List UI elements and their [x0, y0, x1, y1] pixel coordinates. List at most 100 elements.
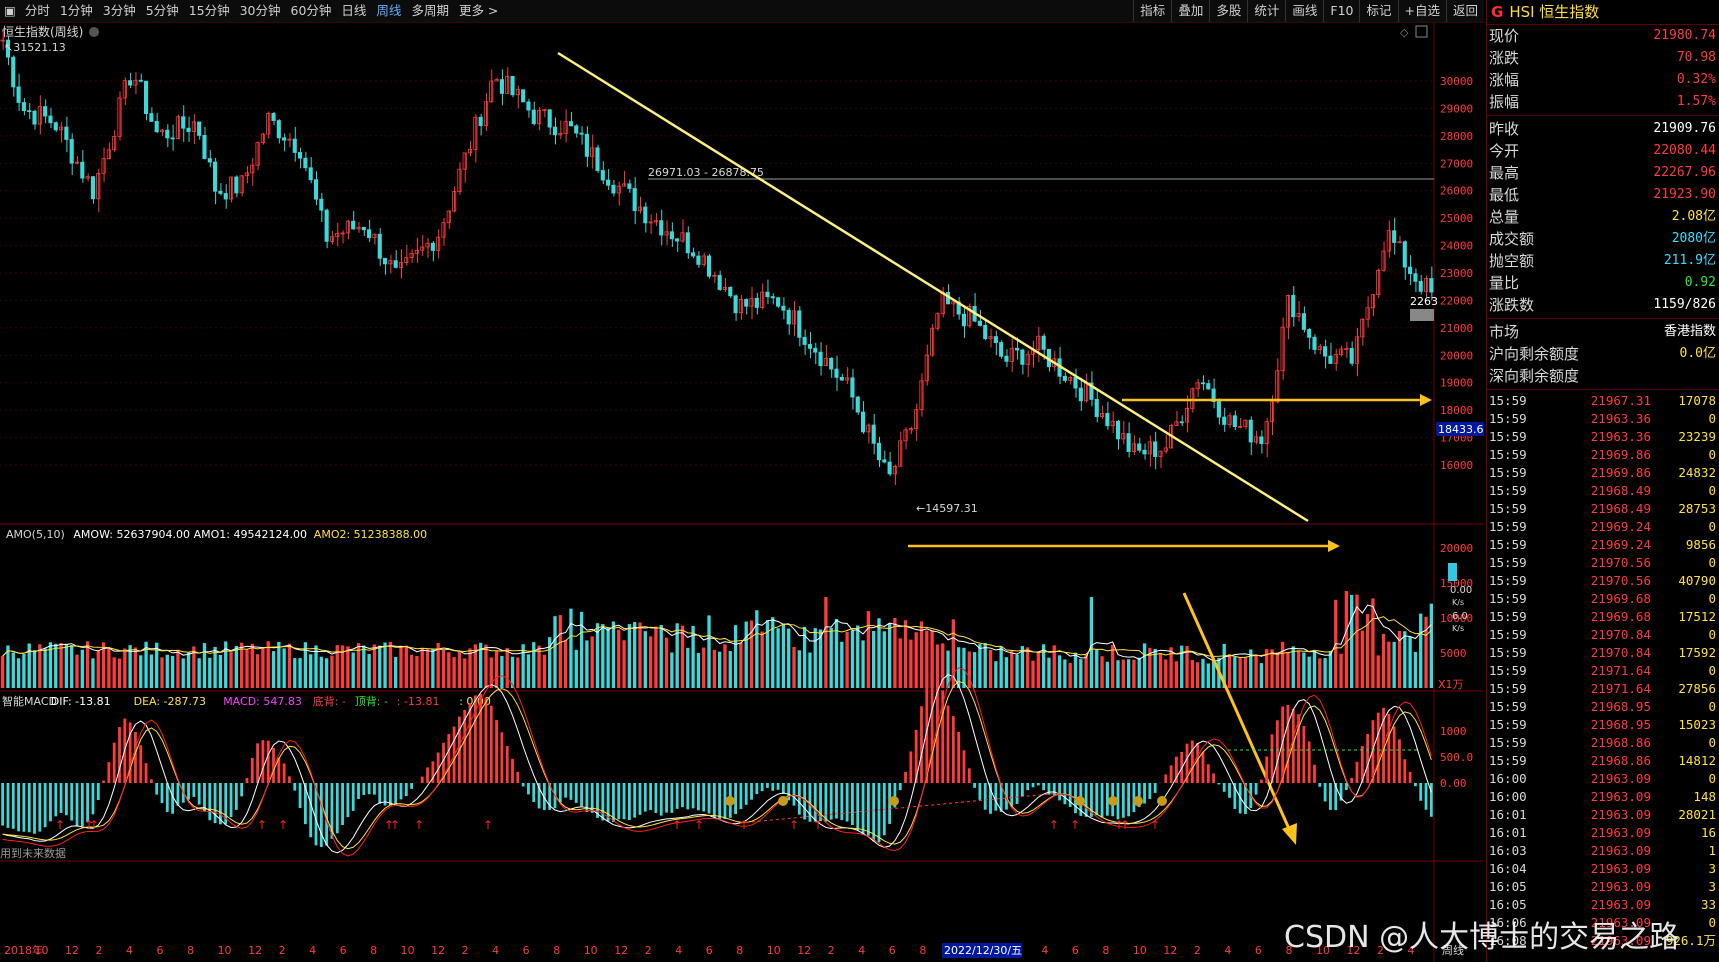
period-tab[interactable]: 日线: [341, 3, 367, 18]
volume-bar: [314, 645, 318, 688]
candle-body: [404, 257, 409, 263]
period-tab[interactable]: 60分钟: [290, 3, 332, 18]
tick-volume: 0: [1708, 411, 1716, 426]
candle-body: [919, 380, 924, 410]
candle-body: [1339, 348, 1344, 355]
volume-bar: [675, 623, 679, 688]
toolbar-button[interactable]: +自选: [1397, 0, 1446, 22]
quote-row: 抛空额 211.9亿: [1487, 250, 1719, 272]
buy-arrow-icon: ↑: [390, 818, 400, 832]
x-tick-label: 10: [584, 944, 598, 957]
candle-body: [351, 220, 356, 230]
tick-row: 16:08 21963.09 926.1万: [1487, 932, 1719, 950]
toolbar-button[interactable]: 叠加: [1171, 0, 1209, 22]
weekly-kline-chart[interactable]: 3000029000280002700026000250002400023000…: [0, 23, 1484, 962]
downtrend-line: [557, 51, 1309, 523]
tick-volume: 17078: [1678, 393, 1716, 408]
quote-value: 2080亿: [1671, 231, 1716, 246]
candle-body: [1408, 266, 1413, 275]
volume-bar: [1392, 641, 1396, 688]
toolbar-button[interactable]: 统计: [1247, 0, 1285, 22]
candle-body: [1402, 241, 1407, 268]
candle-body: [1062, 375, 1067, 381]
tick-time: 15:59: [1489, 681, 1527, 696]
x-tick-label: 4: [1407, 944, 1414, 957]
volume-bar: [346, 646, 350, 688]
tick-price: 21970.56: [1590, 573, 1651, 588]
candle-body: [600, 170, 605, 181]
tick-row: 15:59 21968.49 0: [1487, 482, 1719, 500]
period-tab[interactable]: 分时: [24, 3, 50, 18]
period-tab[interactable]: 周线: [376, 3, 402, 18]
candle-body: [871, 424, 876, 444]
candle-body: [802, 336, 807, 345]
tick-list[interactable]: 15:59 21967.31 17078 15:59 21963.36 0 15:59 219…: [1487, 392, 1719, 950]
toolbar-button[interactable]: 指标: [1133, 0, 1171, 22]
x-tick-label: 4: [126, 944, 133, 957]
toolbar-button[interactable]: 标记: [1359, 0, 1397, 22]
candle-body: [914, 409, 919, 429]
volume-bar: [633, 622, 637, 688]
volume-bar: [1307, 656, 1311, 688]
toolbar-button[interactable]: 返回: [1445, 0, 1484, 22]
period-tab[interactable]: 15分钟: [188, 3, 230, 18]
period-tab[interactable]: 30分钟: [239, 3, 281, 18]
tick-row: 16:00 21963.09 0: [1487, 770, 1719, 788]
x-tick-label: 4: [492, 944, 499, 957]
volume-bar: [240, 642, 244, 688]
candle-body: [128, 80, 133, 86]
candle-body: [712, 274, 717, 277]
tick-time: 15:59: [1489, 573, 1527, 588]
tick-volume: 148: [1693, 789, 1716, 804]
period-tab[interactable]: 多周期: [411, 3, 449, 18]
volume-bar: [941, 643, 945, 688]
toolbar-menu-icon[interactable]: ▣: [4, 3, 16, 18]
y-tick-label: 25000: [1440, 212, 1473, 225]
volume-bar: [818, 629, 823, 688]
toolbar-button[interactable]: 画线: [1285, 0, 1323, 22]
toolbar-button[interactable]: F10: [1323, 0, 1359, 22]
tick-row: 15:59 21969.86 24832: [1487, 464, 1719, 482]
tick-time: 15:59: [1489, 753, 1527, 768]
candle-body: [202, 135, 207, 159]
tick-row: 15:59 21968.86 0: [1487, 734, 1719, 752]
candle-body: [558, 133, 563, 136]
candle-body: [722, 286, 728, 290]
macd-header-item: DIF: -13.81: [51, 695, 111, 708]
volume-bar: [505, 648, 509, 688]
candle-body: [425, 242, 430, 248]
tick-time: 15:59: [1489, 429, 1527, 444]
candle-body: [510, 75, 515, 96]
volume-bar: [1328, 651, 1333, 688]
quote-row: 成交额 2080亿: [1487, 228, 1719, 250]
candle-body: [977, 320, 982, 326]
x-tick-label: 12: [797, 944, 811, 957]
period-tab[interactable]: 5分钟: [145, 3, 179, 18]
volume-bar: [340, 645, 345, 688]
candle-body: [1354, 336, 1360, 364]
volume-bar: [431, 649, 435, 688]
volume-bar: [1095, 649, 1099, 688]
y-tick-label: 29000: [1440, 102, 1473, 115]
period-tab[interactable]: 更多 >: [458, 3, 499, 18]
period-tab[interactable]: 3分钟: [102, 3, 136, 18]
volume-bar: [723, 644, 727, 688]
market-code: G: [1491, 3, 1504, 21]
volume-bar: [755, 610, 759, 688]
candle-body: [1254, 436, 1259, 443]
candle-body: [1158, 450, 1163, 457]
quote-row: 涨跌数 1159/826: [1487, 294, 1719, 316]
quote-label: 深向剩余额度: [1489, 367, 1580, 385]
volume-bar: [1036, 651, 1040, 688]
volume-bar: [988, 649, 993, 688]
candle-body: [818, 351, 823, 367]
macd-header-item: DEA: -287.73: [134, 695, 206, 708]
candle-body: [749, 297, 754, 307]
candle-body: [643, 206, 648, 224]
toolbar-button[interactable]: 多股: [1209, 0, 1247, 22]
tick-time: 15:59: [1489, 483, 1527, 498]
macd-signal-line: [2, 667, 1432, 857]
candle-body: [845, 377, 850, 381]
period-tab[interactable]: 1分钟: [59, 3, 93, 18]
quote-label: 昨收: [1489, 120, 1520, 138]
